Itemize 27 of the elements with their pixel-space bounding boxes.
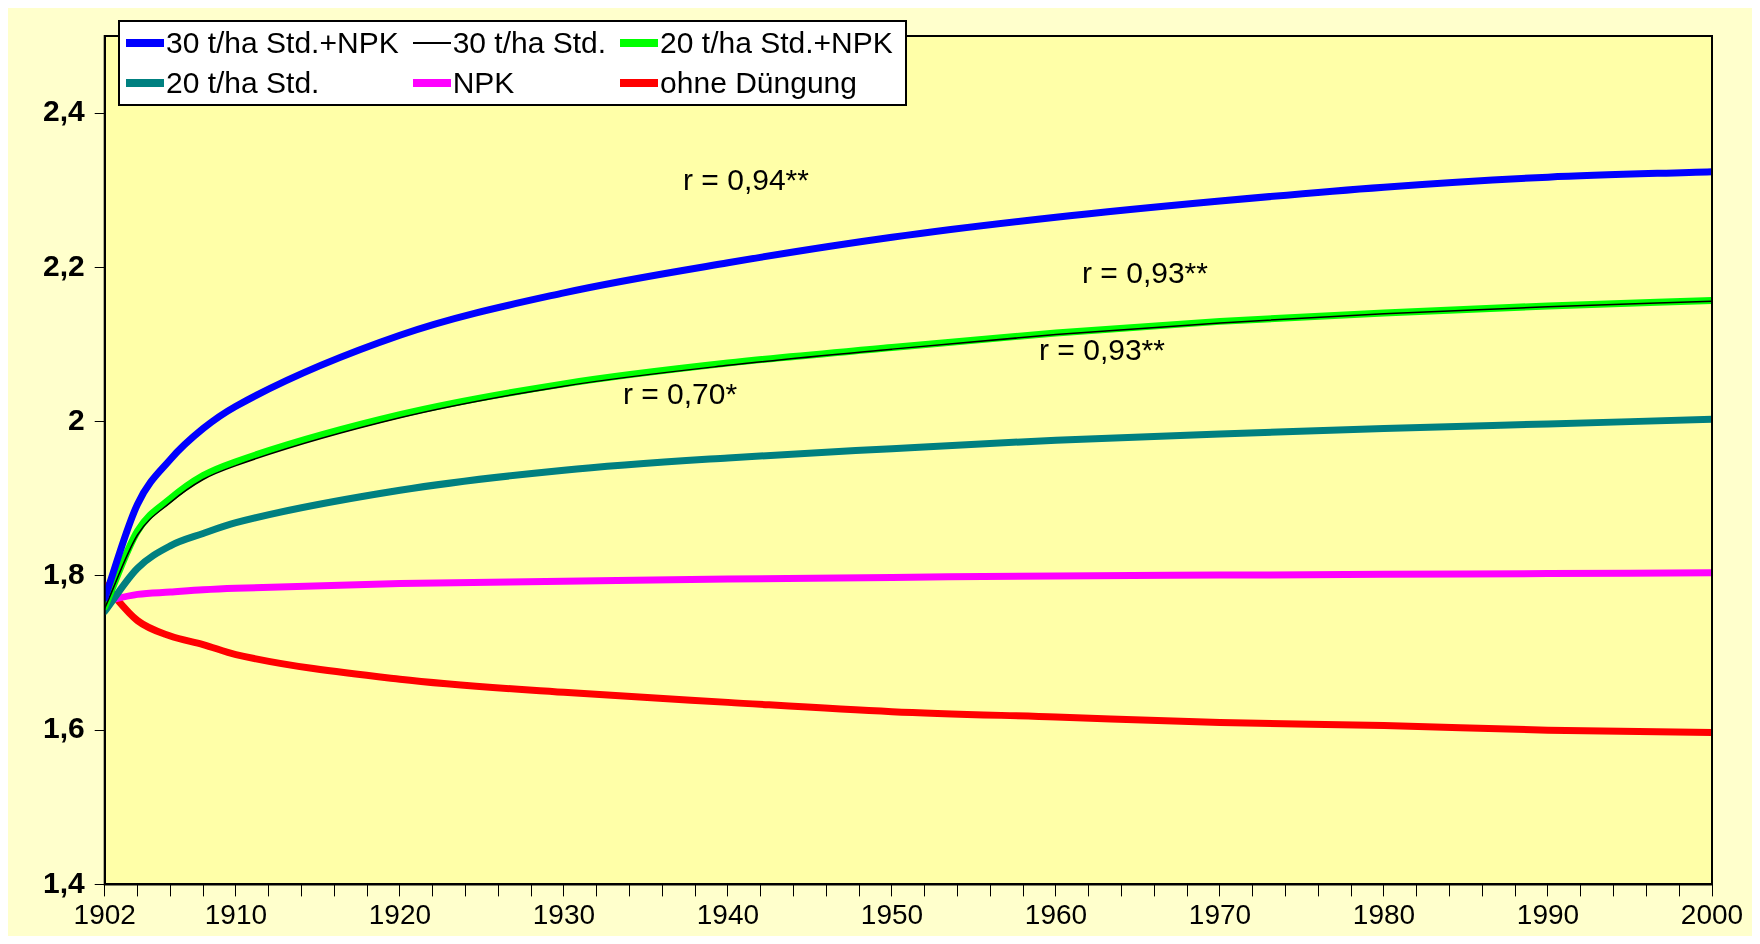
x-tick-label: 1940 <box>696 898 760 930</box>
x-tick-label: 1902 <box>73 898 136 930</box>
x-tick-label: 1910 <box>204 898 268 930</box>
legend-label: 30 t/ha Std.+NPK <box>166 26 399 60</box>
annotation: r = 0,93** <box>1039 333 1165 367</box>
y-tick-label: 2,4 <box>42 94 85 128</box>
annotation: r = 0,93** <box>1082 256 1208 290</box>
x-tick-label: 1920 <box>368 898 432 930</box>
x-tick-label: 1950 <box>860 898 924 930</box>
legend-label: 20 t/ha Std. <box>166 66 320 100</box>
y-tick-label: 2,2 <box>42 248 85 282</box>
legend-label: 30 t/ha Std. <box>452 26 607 60</box>
x-tick-label: 1930 <box>532 898 596 930</box>
y-tick-label: 1,8 <box>42 557 85 591</box>
x-tick-label: 2000 <box>1680 898 1744 930</box>
legend-label: ohne Düngung <box>660 66 857 100</box>
annotation: r = 0,94** <box>683 163 809 197</box>
y-tick-label: 2 <box>68 402 85 436</box>
y-tick-label: 1,6 <box>42 711 85 745</box>
legend-label: NPK <box>452 66 515 100</box>
legend-label: 20 t/ha Std.+NPK <box>660 26 893 60</box>
x-tick-label: 1970 <box>1188 898 1252 930</box>
x-tick-label: 1980 <box>1352 898 1416 930</box>
y-tick-label: 1,4 <box>42 865 85 899</box>
x-tick-label: 1960 <box>1024 898 1088 930</box>
annotation: r = 0,70* <box>622 377 738 411</box>
x-tick-label: 1990 <box>1516 898 1580 930</box>
